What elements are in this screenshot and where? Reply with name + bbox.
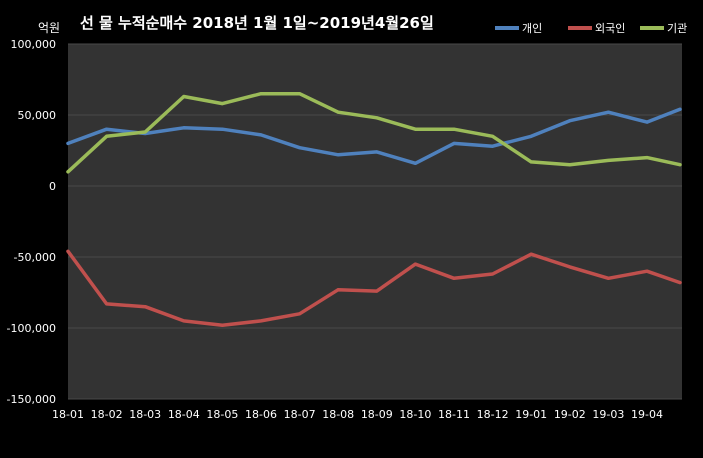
data-point	[66, 249, 70, 253]
data-point	[182, 126, 186, 130]
x-tick-label: 18-06	[245, 408, 277, 421]
data-point	[259, 319, 263, 323]
x-tick-label: 18-10	[399, 408, 431, 421]
unit-label: 억원	[38, 21, 60, 35]
y-tick-label: 0	[49, 180, 56, 193]
y-tick-label: -100,000	[7, 322, 56, 335]
data-point	[375, 150, 379, 154]
x-tick-label: 18-01	[52, 408, 84, 421]
data-point	[529, 252, 533, 256]
chart-title: 선 물 누적순매수 2018년 1월 1일~2019년4월26일	[80, 14, 434, 32]
data-point	[259, 133, 263, 137]
x-tick-label: 19-02	[554, 408, 586, 421]
x-tick-label: 18-03	[129, 408, 161, 421]
data-point	[66, 141, 70, 145]
y-tick-label: 100,000	[11, 38, 57, 51]
data-point	[491, 272, 495, 276]
y-tick-label: -50,000	[14, 251, 56, 264]
data-point	[413, 262, 417, 266]
data-point	[606, 110, 610, 114]
x-tick-label: 18-11	[438, 408, 470, 421]
data-point	[375, 289, 379, 293]
data-point	[336, 288, 340, 292]
series-lines	[66, 91, 682, 327]
x-tick-label: 18-08	[322, 408, 354, 421]
data-point	[452, 127, 456, 131]
data-point	[298, 312, 302, 316]
data-point	[259, 92, 263, 96]
data-point	[336, 110, 340, 114]
y-axis-tick-labels: 100,000 50,000 0 -50,000 -100,000 -150,000	[7, 38, 56, 406]
data-point	[568, 265, 572, 269]
x-tick-label: 18-04	[168, 408, 200, 421]
data-point	[66, 170, 70, 174]
plot-area	[68, 44, 682, 399]
data-point	[298, 92, 302, 96]
x-tick-label: 18-02	[91, 408, 123, 421]
x-tick-label: 19-03	[592, 408, 624, 421]
data-point	[645, 120, 649, 124]
legend-label: 외국인	[595, 22, 625, 35]
data-point	[645, 156, 649, 160]
x-tick-label: 18-09	[361, 408, 393, 421]
data-point	[491, 144, 495, 148]
grid-lines	[68, 43, 682, 400]
y-tick-label: -150,000	[7, 393, 56, 406]
data-point	[645, 269, 649, 273]
legend-label: 기관	[667, 22, 687, 35]
data-point	[452, 276, 456, 280]
x-axis-tick-labels: 18-01 18-02 18-03 18-04 18-05 18-06 18-07 18-08…	[52, 408, 663, 421]
legend-label: 개인	[522, 22, 542, 35]
data-point	[452, 141, 456, 145]
x-tick-label: 18-07	[284, 408, 316, 421]
data-point	[606, 276, 610, 280]
data-point	[413, 161, 417, 165]
data-point	[568, 119, 572, 123]
data-point	[529, 134, 533, 138]
legend: 개인 외국인 기관	[495, 22, 687, 35]
data-point	[182, 95, 186, 99]
data-point	[336, 153, 340, 157]
data-point	[491, 134, 495, 138]
data-point	[105, 302, 109, 306]
data-point	[568, 163, 572, 167]
data-point	[105, 134, 109, 138]
data-point	[678, 281, 682, 285]
data-point	[413, 127, 417, 131]
x-tick-label: 18-05	[206, 408, 238, 421]
data-point	[220, 127, 224, 131]
data-point	[105, 127, 109, 131]
x-tick-label: 19-01	[515, 408, 547, 421]
y-tick-label: 50,000	[18, 109, 57, 122]
data-point	[298, 146, 302, 150]
data-point	[606, 158, 610, 162]
data-point	[220, 102, 224, 106]
x-tick-label: 19-04	[631, 408, 663, 421]
data-point	[375, 116, 379, 120]
data-point	[143, 130, 147, 134]
data-point	[143, 305, 147, 309]
data-point	[529, 160, 533, 164]
x-tick-label: 18-12	[477, 408, 509, 421]
data-point	[678, 107, 682, 111]
data-point	[220, 323, 224, 327]
data-point	[678, 163, 682, 167]
data-point	[182, 319, 186, 323]
